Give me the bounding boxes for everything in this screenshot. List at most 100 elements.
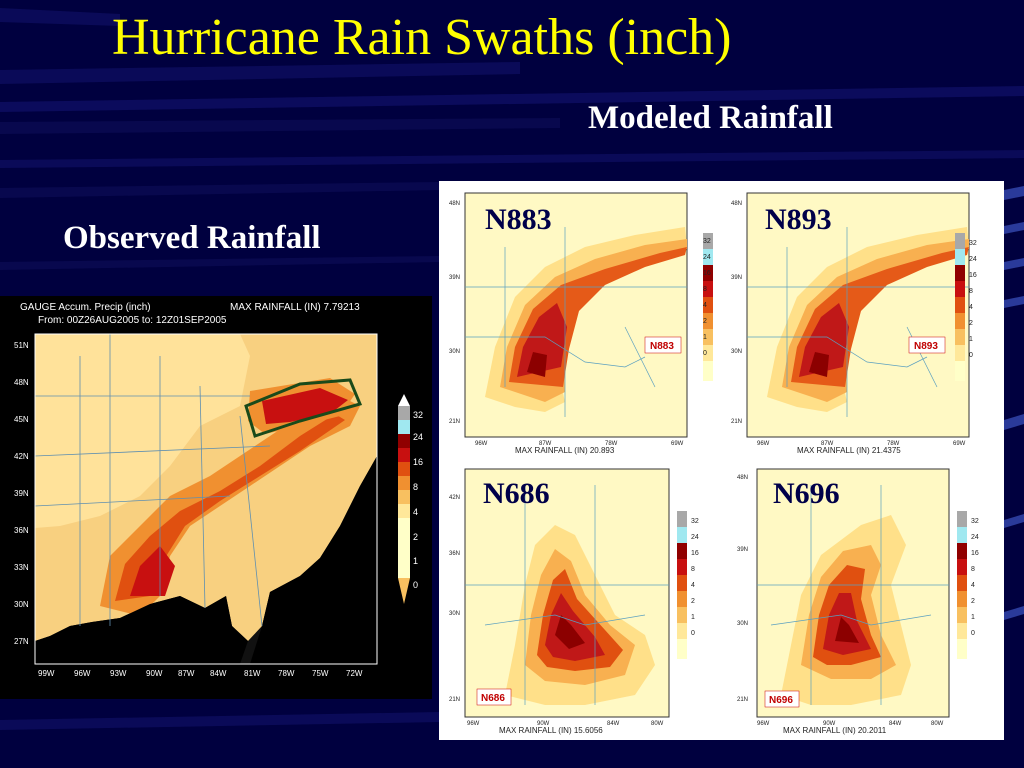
observed-map-area (34, 333, 378, 665)
lat-tick: 48N (731, 201, 742, 207)
lat-tick: 48N (449, 201, 460, 207)
colorbar-tick: 16 (413, 457, 423, 467)
lon-tick: 96W (757, 721, 770, 727)
lat-tick: 30N (731, 349, 742, 355)
lat-tick: 39N (449, 275, 460, 281)
colorbar-tick: 1 (691, 614, 695, 621)
lon-tick: 84W (210, 669, 227, 678)
colorbar-tick: 16 (971, 550, 979, 557)
lat-tick: 36N (14, 526, 29, 535)
colorbar-tick: 24 (691, 534, 699, 541)
lon-tick: 87W (539, 441, 552, 447)
model-label-n686: N686 (483, 477, 550, 510)
lat-tick: 39N (737, 547, 748, 553)
colorbar-tick: 32 (969, 240, 977, 247)
lon-tick: 80W (931, 721, 944, 727)
lon-tick: 90W (823, 721, 836, 727)
lon-tick: 75W (312, 669, 329, 678)
slide-title: Hurricane Rain Swaths (inch) (112, 9, 732, 66)
colorbar-tick: 2 (703, 318, 707, 325)
lat-tick: 39N (14, 489, 29, 498)
colorbar-tick: 24 (703, 254, 711, 261)
lat-tick: 30N (14, 600, 29, 609)
lat-tick: 30N (449, 611, 460, 617)
lon-tick: 90W (146, 669, 163, 678)
colorbar-tick: 24 (413, 432, 423, 442)
lon-tick: 96W (74, 669, 91, 678)
lon-tick: 81W (244, 669, 261, 678)
lon-tick: 84W (889, 721, 902, 727)
lat-tick: 42N (14, 452, 29, 461)
colorbar-tick: 1 (971, 614, 975, 621)
model-map-n893: 32 24 16 8 4 2 1 0 N893 MAX RAINFALL (IN… (731, 192, 977, 455)
colorbar-tick: 8 (971, 566, 975, 573)
lat-tick: 21N (737, 697, 748, 703)
colorbar-tick: 32 (691, 518, 699, 525)
observed-rainfall-map: GAUGE Accum. Precip (inch) MAX RAINFALL … (0, 296, 432, 699)
lat-tick: 21N (731, 419, 742, 425)
model-footer-n893: MAX RAINFALL (IN) 21.4375 (797, 446, 901, 455)
observed-colorbar: 32 24 16 8 4 2 1 0 (398, 394, 423, 604)
model-footer-n696: MAX RAINFALL (IN) 20.2011 (783, 726, 887, 735)
colorbar-tick: 8 (969, 288, 973, 295)
observed-header-line2: From: 00Z26AUG2005 to: 12Z01SEP2005 (38, 315, 227, 326)
model-colorbar-n883: 32 24 16 8 4 2 1 0 (703, 238, 711, 357)
lon-tick: 69W (953, 441, 966, 447)
colorbar-tick: 24 (971, 534, 979, 541)
colorbar-tick: 16 (691, 550, 699, 557)
colorbar-tick: 1 (703, 334, 707, 341)
observed-lat-axis: 51N 48N 45N 42N 39N 36N 33N 30N 27N (14, 341, 29, 646)
colorbar-tick: 24 (969, 256, 977, 263)
model-map-n696: 32 24 16 8 4 2 1 0 N696 MAX RAINFALL (IN… (737, 468, 979, 735)
model-tag-n893: N893 (914, 341, 938, 352)
colorbar-tick: 4 (691, 582, 695, 589)
model-label-n696: N696 (773, 477, 840, 510)
lon-tick: 90W (537, 721, 550, 727)
colorbar-tick: 4 (969, 304, 973, 311)
colorbar-tick: 8 (703, 286, 707, 293)
colorbar-tick: 32 (413, 410, 423, 420)
colorbar-tick: 0 (971, 630, 975, 637)
colorbar-tick: 8 (413, 482, 418, 492)
colorbar-tick: 8 (691, 566, 695, 573)
colorbar-tick: 16 (969, 272, 977, 279)
model-tag-n696: N696 (769, 695, 793, 706)
colorbar-tick: 1 (969, 336, 973, 343)
colorbar-tick: 2 (413, 532, 418, 542)
colorbar-tick: 2 (969, 320, 973, 327)
colorbar-tick: 16 (703, 270, 711, 277)
observed-rainfall-heading: Observed Rainfall (63, 220, 321, 256)
colorbar-tick: 0 (969, 352, 973, 359)
lat-tick: 21N (449, 419, 460, 425)
lon-tick: 78W (278, 669, 295, 678)
lon-tick: 78W (887, 441, 900, 447)
lon-tick: 87W (178, 669, 195, 678)
model-tag-n686: N686 (481, 693, 505, 704)
lon-tick: 80W (651, 721, 664, 727)
lat-tick: 33N (14, 563, 29, 572)
lat-tick: 39N (731, 275, 742, 281)
observed-map-graphic: GAUGE Accum. Precip (inch) MAX RAINFALL … (0, 296, 432, 699)
observed-header-line1: GAUGE Accum. Precip (inch) (20, 302, 151, 313)
lon-tick: 78W (605, 441, 618, 447)
model-footer-n686: MAX RAINFALL (IN) 15.6056 (499, 726, 603, 735)
model-label-n893: N893 (765, 203, 832, 236)
lon-tick: 87W (821, 441, 834, 447)
modeled-rainfall-maps: N883 MAX RAINFALL (IN) 20.893 48N 39N 30… (439, 181, 1004, 740)
colorbar-tick: 0 (691, 630, 695, 637)
lat-tick: 45N (14, 415, 29, 424)
lon-tick: 84W (607, 721, 620, 727)
colorbar-tick: 1 (413, 556, 418, 566)
lat-tick: 51N (14, 341, 29, 350)
lat-tick: 30N (449, 349, 460, 355)
modeled-rainfall-heading: Modeled Rainfall (588, 100, 833, 136)
lon-tick: 72W (346, 669, 363, 678)
colorbar-tick: 2 (691, 598, 695, 605)
lat-tick: 48N (14, 378, 29, 387)
colorbar-tick: 2 (971, 598, 975, 605)
colorbar-tick: 4 (971, 582, 975, 589)
colorbar-tick: 0 (413, 580, 418, 590)
observed-header-max: MAX RAINFALL (IN) 7.79213 (230, 302, 360, 313)
lat-tick: 48N (737, 475, 748, 481)
colorbar-tick: 4 (703, 302, 707, 309)
